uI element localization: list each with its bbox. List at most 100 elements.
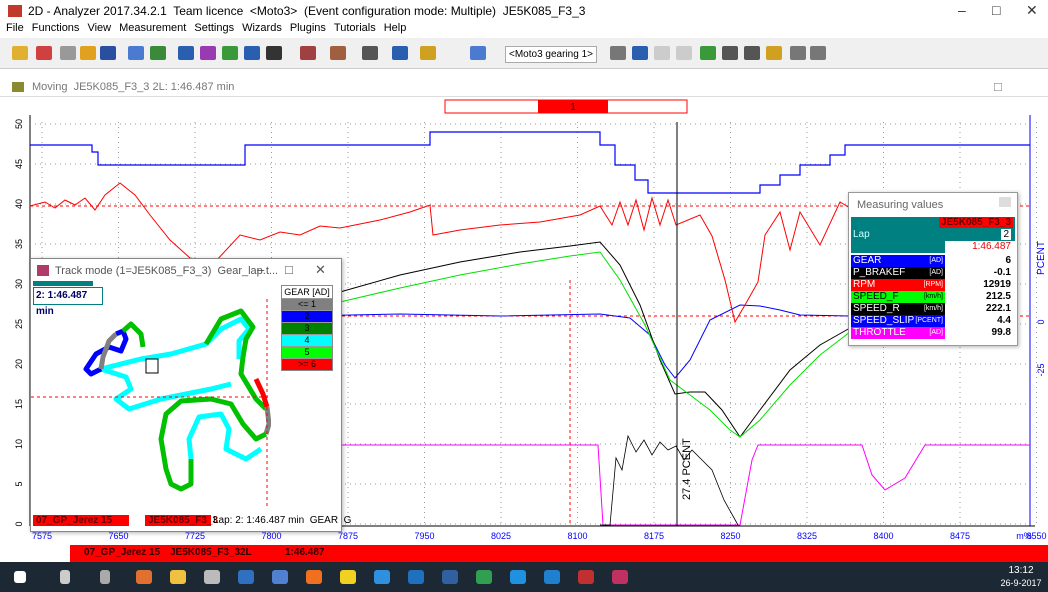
tool-button[interactable] — [300, 46, 316, 60]
app-icon[interactable] — [238, 570, 254, 584]
app-icon[interactable] — [612, 570, 628, 584]
app-icon[interactable] — [510, 570, 526, 584]
minimize-button[interactable]: – — [958, 2, 966, 18]
tool-button[interactable] — [790, 46, 806, 60]
app-icon[interactable] — [272, 570, 288, 584]
throttle-trace — [340, 444, 1030, 526]
maximize-button[interactable]: □ — [994, 79, 1002, 94]
tool-button[interactable] — [766, 46, 782, 60]
right-tick-label: -25 — [1036, 363, 1046, 376]
tool-button[interactable] — [632, 46, 648, 60]
tool-button[interactable] — [610, 46, 626, 60]
lap-row: Lap 2 — [851, 229, 1015, 241]
tool-button[interactable] — [810, 46, 826, 60]
tool-button[interactable] — [150, 46, 166, 60]
time-row: 1:46.487 — [851, 241, 1015, 253]
tool-button[interactable] — [266, 46, 282, 60]
app-icon[interactable] — [544, 570, 560, 584]
channel-name: SPEED_F — [851, 291, 945, 303]
channel-unit: [AD] — [929, 269, 943, 276]
menu-item[interactable]: Functions — [31, 22, 80, 34]
app-icon[interactable] — [476, 570, 492, 584]
channel-name: SPEED_R — [851, 303, 945, 315]
tool-button[interactable] — [392, 46, 408, 60]
menu-item[interactable]: Tutorials — [333, 22, 376, 34]
menu-item[interactable]: Measurement — [119, 22, 187, 34]
y-tick-label: 5 — [14, 481, 24, 486]
tool-button[interactable] — [128, 46, 144, 60]
app-icon[interactable] — [340, 570, 356, 584]
tool-button[interactable] — [222, 46, 238, 60]
tool-button[interactable] — [654, 46, 670, 60]
start-button[interactable] — [14, 571, 26, 583]
app-icon[interactable] — [442, 570, 458, 584]
legend-entry: 2 — [282, 310, 332, 322]
maximize-button[interactable]: □ — [285, 262, 293, 277]
track-segment — [203, 308, 268, 411]
value-row: SPEED_F [km/h] 212.5 — [851, 291, 1015, 303]
app-icon[interactable] — [374, 570, 390, 584]
app-icon[interactable] — [136, 570, 152, 584]
menu-bar: File Functions View Measurement Settings Wiza… — [0, 22, 1048, 36]
y-tick-label: 20 — [14, 359, 24, 369]
track-window: Track mode (1=JE5K085_F3_3) Gear_lap.t..… — [30, 258, 351, 532]
tool-button[interactable] — [36, 46, 52, 60]
tool-button[interactable] — [470, 46, 486, 60]
window-title: 2D - Analyzer 2017.34.2.1 Team licence <… — [28, 4, 586, 18]
app-icon[interactable] — [204, 570, 220, 584]
tool-button[interactable] — [362, 46, 378, 60]
search-button[interactable] — [60, 570, 70, 584]
tool-button[interactable] — [80, 46, 96, 60]
tool-button[interactable] — [700, 46, 716, 60]
x-tick-label: 8550 — [1026, 531, 1046, 541]
tool-button[interactable] — [676, 46, 692, 60]
tool-button[interactable] — [744, 46, 760, 60]
menu-item[interactable]: Plugins — [289, 22, 326, 34]
app-icon[interactable] — [578, 570, 594, 584]
menu-item[interactable]: Settings — [194, 22, 235, 34]
close-button[interactable]: ✕ — [315, 262, 326, 277]
y-tick-label: 45 — [14, 159, 24, 169]
tool-button[interactable] — [244, 46, 260, 60]
tool-button[interactable] — [330, 46, 346, 60]
tool-button[interactable] — [178, 46, 194, 60]
track-segment — [158, 396, 268, 492]
app-icon[interactable] — [408, 570, 424, 584]
menu-item[interactable]: View — [87, 22, 112, 34]
x-tick-label: 7575 — [32, 531, 52, 541]
tool-button[interactable] — [722, 46, 738, 60]
app-icon — [8, 5, 22, 17]
channel-value: 6 — [1005, 255, 1011, 266]
close-button[interactable] — [999, 197, 1011, 207]
x-tick-label: 8475 — [950, 531, 970, 541]
track-name: 07_GP_Jerez 15 — [84, 547, 161, 558]
toolbar — [0, 38, 1048, 69]
track-segment — [263, 406, 271, 435]
y-tick-label: 15 — [14, 399, 24, 409]
minimize-button[interactable]: – — [257, 262, 265, 277]
tool-button[interactable] — [200, 46, 216, 60]
gearing-dropdown[interactable]: <Moto3 gearing 1> — [505, 46, 597, 63]
legend-entry: 4 — [282, 334, 332, 346]
menu-item[interactable]: Help — [383, 22, 407, 34]
channel-unit: [AD] — [929, 257, 943, 264]
menu-item[interactable]: Wizards — [242, 22, 282, 34]
y-tick-label: 30 — [14, 279, 24, 289]
file-row: JE5K085_F3_3 — [851, 217, 1015, 229]
maximize-button[interactable]: □ — [992, 2, 1001, 18]
tool-button[interactable] — [420, 46, 436, 60]
app-icon[interactable] — [170, 570, 186, 584]
chart-window-title: Moving JE5K085_F3_3 2L: 1:46.487 min — [32, 81, 235, 93]
clock-time: 13:12 — [1008, 565, 1034, 576]
tool-button[interactable] — [60, 46, 76, 60]
legend-title: GEAR [AD] — [284, 287, 330, 297]
close-button[interactable]: ✕ — [1026, 2, 1038, 18]
track-icon — [37, 265, 49, 276]
legend-entry: <= 1 — [282, 298, 332, 310]
menu-item[interactable]: File — [6, 22, 24, 34]
tool-button[interactable] — [12, 46, 28, 60]
y-tick-label: 35 — [14, 239, 24, 249]
task-view[interactable] — [100, 570, 110, 584]
app-icon[interactable] — [306, 570, 322, 584]
tool-button[interactable] — [100, 46, 116, 60]
